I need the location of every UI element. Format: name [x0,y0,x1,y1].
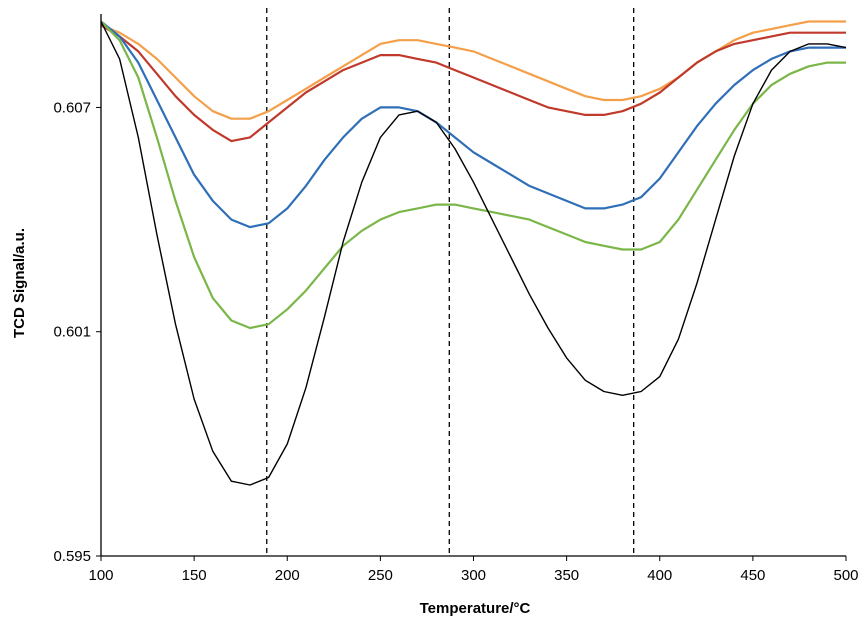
x-tick-label: 450 [740,567,765,584]
x-axis-title: Temperature/°C [420,600,531,617]
y-axis-title: TCD Signal/a.u. [11,228,28,338]
y-tick-label: 0.595 [53,548,91,565]
series-line-2 [100,24,846,143]
x-tick-label: 500 [833,567,858,584]
x-tick-label: 100 [88,567,113,584]
series-line-4 [100,20,846,330]
axes-layer [96,14,847,561]
y-tick-label: 0.601 [53,324,91,341]
x-tick-label: 400 [647,567,672,584]
x-tick-label: 200 [275,567,300,584]
series-line-1 [100,20,846,120]
x-tick-label: 300 [461,567,486,584]
tick-labels: 100 150 200 250 300 350 400 450 500 0.595 0.601 0.6… [53,99,858,584]
series-layer [100,20,847,486]
series-line-5 [100,21,847,486]
reference-lines [266,8,635,556]
y-tick-label: 0.607 [53,99,91,116]
x-tick-label: 250 [368,567,393,584]
series-line-3 [100,20,846,229]
x-tick-label: 350 [554,567,579,584]
x-tick-label: 150 [182,567,207,584]
